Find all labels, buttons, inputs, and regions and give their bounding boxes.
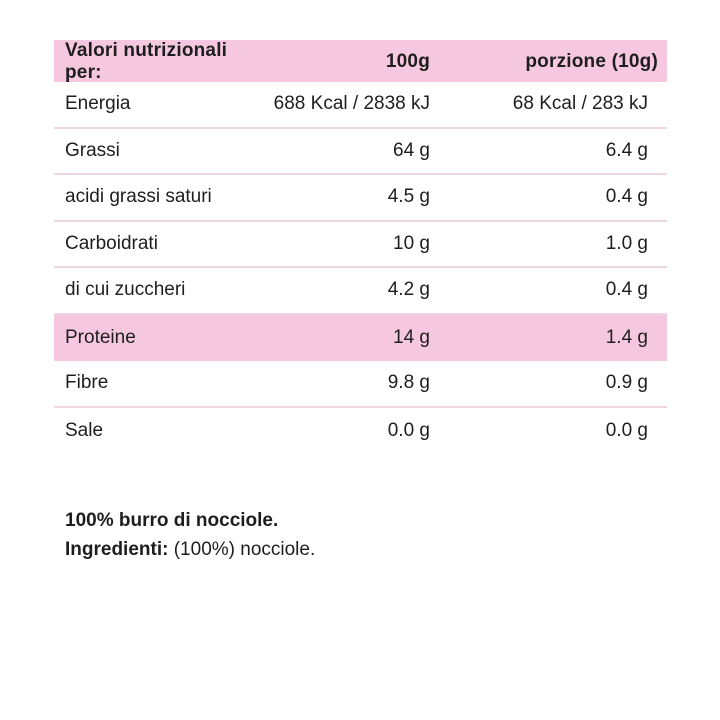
- header-label: Valori nutrizionali per:: [65, 40, 228, 83]
- header-col-100g: 100g: [385, 51, 430, 72]
- row-value-portion: 6.4 g: [605, 139, 648, 161]
- ingredients-value: (100%) nocciole.: [168, 539, 316, 560]
- row-value-portion: 0.4 g: [605, 186, 648, 208]
- header-col-portion: porzione (10g): [525, 51, 658, 72]
- row-label: Energia: [65, 93, 131, 115]
- table-row-carboidrati: Carboidrati 10 g 1.0 g: [54, 222, 667, 268]
- row-value-100g: 64 g: [393, 139, 430, 161]
- product-description: 100% burro di nocciole.: [65, 510, 279, 531]
- row-label: Carboidrati: [65, 232, 158, 254]
- table-row-fibre: Fibre 9.8 g 0.9 g: [54, 361, 667, 408]
- nutrition-table: Valori nutrizionali per: 100g porzione (…: [54, 40, 667, 454]
- table-row-grassi: Grassi 64 g 6.4 g: [54, 129, 667, 175]
- row-value-100g: 9.8 g: [387, 372, 430, 394]
- ingredients-footer: 100% burro di nocciole. Ingredienti: (10…: [65, 506, 315, 564]
- row-label: Fibre: [65, 372, 109, 394]
- row-value-portion: 0.0 g: [605, 419, 648, 441]
- row-value-portion: 1.0 g: [605, 232, 648, 254]
- row-value-100g: 688 Kcal / 2838 kJ: [273, 93, 430, 115]
- table-row-proteine: Proteine 14 g 1.4 g: [54, 314, 667, 361]
- row-label: Proteine: [65, 326, 136, 348]
- row-label: Grassi: [65, 139, 120, 161]
- row-value-100g: 4.5 g: [387, 186, 430, 208]
- row-value-portion: 0.4 g: [605, 279, 648, 301]
- row-label: acidi grassi saturi: [65, 186, 212, 208]
- ingredients-label: Ingredienti:: [65, 539, 169, 560]
- table-row-di-cui-zuccheri: di cui zuccheri 4.2 g 0.4 g: [54, 268, 667, 315]
- table-row-energia: Energia 688 Kcal / 2838 kJ 68 Kcal / 283…: [54, 82, 667, 129]
- row-value-portion: 0.9 g: [605, 372, 648, 394]
- row-label: Sale: [65, 419, 104, 441]
- ingredients-line: Ingredienti: (100%) nocciole.: [65, 535, 315, 564]
- row-value-portion: 1.4 g: [605, 326, 648, 348]
- table-header-row: Valori nutrizionali per: 100g porzione (…: [54, 40, 667, 83]
- row-value-100g: 10 g: [393, 232, 430, 254]
- row-value-100g: 4.2 g: [387, 279, 430, 301]
- row-value-portion: 68 Kcal / 283 kJ: [512, 93, 648, 115]
- table-row-acidi-grassi-saturi: acidi grassi saturi 4.5 g 0.4 g: [54, 175, 667, 222]
- row-value-100g: 14 g: [393, 326, 430, 348]
- table-row-sale: Sale 0.0 g 0.0 g: [54, 408, 667, 455]
- row-value-100g: 0.0 g: [387, 419, 430, 441]
- row-label: di cui zuccheri: [65, 279, 186, 301]
